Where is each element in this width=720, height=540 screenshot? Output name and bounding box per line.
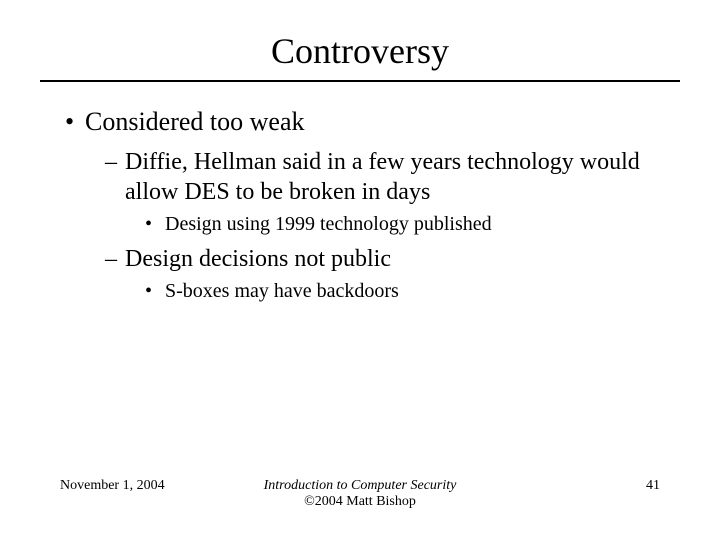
footer-copyright: ©2004 Matt Bishop [60, 494, 660, 510]
bullet-level1: Considered too weak [60, 107, 660, 137]
bullet-level3: Design using 1999 technology published [60, 213, 660, 236]
footer-page-number: 41 [646, 478, 660, 494]
slide-footer: November 1, 2004 Introduction to Compute… [0, 478, 720, 510]
footer-date: November 1, 2004 [60, 478, 165, 494]
slide-container: Controversy Considered too weak Diffie, … [0, 0, 720, 540]
bullet-level2: Design decisions not public [60, 244, 660, 274]
title-underline [40, 80, 680, 82]
slide-content: Considered too weak Diffie, Hellman said… [60, 107, 660, 303]
bullet-level2: Diffie, Hellman said in a few years tech… [60, 147, 660, 207]
slide-title: Controversy [60, 30, 660, 72]
bullet-level3: S-boxes may have backdoors [60, 280, 660, 303]
